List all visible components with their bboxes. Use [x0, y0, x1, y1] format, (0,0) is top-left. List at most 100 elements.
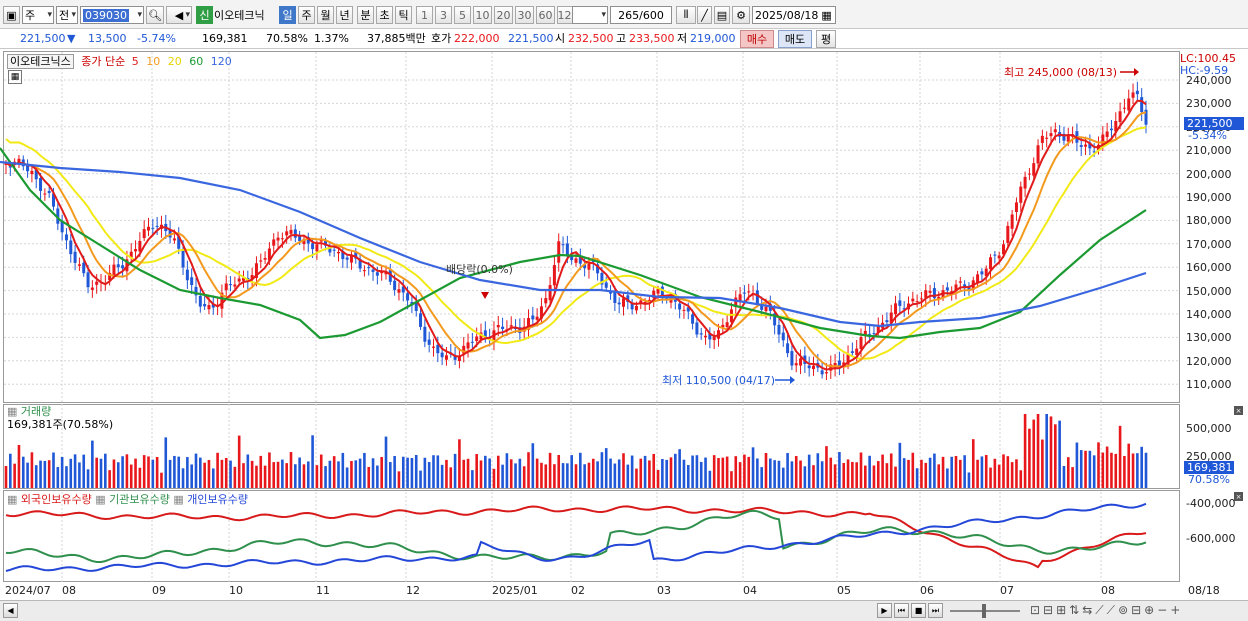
candle-body: [440, 352, 444, 358]
candle-icon[interactable]: ⫴: [676, 6, 696, 24]
eval-button[interactable]: 평: [816, 30, 836, 48]
candle-body: [393, 280, 397, 290]
volume-bar: [207, 459, 211, 488]
candle-body: [725, 322, 729, 328]
volume-bar: [725, 456, 729, 488]
prev-select[interactable]: 전: [56, 6, 78, 24]
volume-bar: [30, 452, 34, 488]
candle-body: [73, 251, 77, 263]
candle-body: [479, 332, 483, 340]
candle-body: [622, 298, 625, 307]
sell-button[interactable]: 매도: [778, 30, 812, 48]
candle-body: [436, 344, 440, 354]
volume-bar: [622, 453, 625, 488]
holdings-close-icon[interactable]: ×: [1234, 492, 1243, 501]
gear-icon[interactable]: ⚙: [732, 6, 750, 24]
period-min-button[interactable]: 분: [357, 6, 374, 24]
drawing-tools-icon[interactable]: ⊡⊟⊞⇅⇆⟋⟋⊚⊟⊕−+: [1030, 603, 1184, 617]
candle-body: [928, 290, 932, 293]
candle-body: [315, 244, 319, 252]
candle-body: [401, 286, 405, 293]
volume-bar: [39, 460, 42, 488]
search-icon[interactable]: 🔍︎: [146, 6, 164, 24]
volume-bar: [129, 464, 133, 488]
type-select[interactable]: 주: [22, 6, 54, 24]
candle-body: [181, 248, 185, 268]
date-input[interactable]: 2025/08/18 ▦: [752, 6, 836, 24]
interval-button-1[interactable]: 1: [416, 6, 433, 24]
candle-body: [958, 281, 962, 283]
period-sec-button[interactable]: 초: [376, 6, 393, 24]
count-display[interactable]: 265/600: [610, 6, 672, 24]
interval-button-5[interactable]: 5: [454, 6, 471, 24]
scroll-left-icon[interactable]: ◀: [3, 603, 18, 618]
interval-button-20[interactable]: 20: [494, 6, 513, 24]
volume-bar: [812, 465, 815, 488]
candle-body: [919, 298, 923, 300]
period-tick-button[interactable]: 틱: [395, 6, 412, 24]
volume-bar: [946, 468, 949, 488]
candle-body: [43, 193, 47, 195]
interval-button-30[interactable]: 30: [515, 6, 534, 24]
save-icon[interactable]: ▤: [714, 6, 730, 24]
period-day-button[interactable]: 일: [279, 6, 296, 24]
chart-scrollbar[interactable]: ◀ ▶ ⏮ ■ ⏭ ⊡⊟⊞⇅⇆⟋⟋⊚⊟⊕−+: [0, 600, 1248, 621]
candle-body: [432, 346, 435, 348]
grid-toggle-icon[interactable]: ▦: [8, 70, 22, 84]
custom-interval-select[interactable]: [572, 6, 608, 24]
interval-button-10[interactable]: 10: [473, 6, 492, 24]
volume-bar: [781, 467, 785, 488]
candle-body: [989, 257, 993, 270]
volume-bar: [872, 465, 876, 488]
volume-bar: [337, 461, 340, 488]
volume-bar: [1010, 462, 1014, 488]
volume-bar: [894, 466, 897, 488]
speaker-icon[interactable]: ◀: [166, 6, 192, 24]
interval-button-3[interactable]: 3: [435, 6, 452, 24]
candle-body: [211, 303, 215, 308]
candle-body: [375, 272, 379, 276]
candle-body: [565, 243, 569, 257]
candle-body: [406, 293, 410, 301]
ma120-legend: 120: [210, 55, 232, 68]
candle-body: [760, 304, 764, 310]
x-axis-label: 09: [152, 584, 166, 597]
buy-button[interactable]: 매수: [740, 30, 774, 48]
scroll-right-icon[interactable]: ▶: [877, 603, 892, 618]
volume-bar: [846, 459, 850, 488]
volume-bar: [1136, 453, 1139, 488]
volume-bar: [799, 460, 802, 488]
volume-bar: [401, 456, 405, 488]
candle-body: [820, 370, 824, 375]
volume-bar: [121, 456, 124, 488]
candle-body: [630, 303, 634, 310]
code-input[interactable]: 039030: [80, 6, 144, 24]
volume-current-tag: 169,381: [1184, 461, 1234, 474]
volume-bar: [1071, 467, 1074, 488]
window-icon[interactable]: ▣: [3, 6, 20, 24]
volume-bar: [99, 458, 103, 488]
period-year-button[interactable]: 년: [336, 6, 353, 24]
volume-close-icon[interactable]: ×: [1234, 406, 1243, 415]
stop-icon[interactable]: ■: [911, 603, 926, 618]
stock-legend-name[interactable]: 이오테크닉스: [7, 54, 74, 69]
zoom-slider-handle[interactable]: [982, 604, 986, 618]
volume-bar: [708, 470, 712, 488]
candle-body: [86, 272, 90, 288]
interval-button-60[interactable]: 60: [536, 6, 555, 24]
candle-body: [168, 229, 172, 238]
period-week-button[interactable]: 주: [298, 6, 315, 24]
volume-bar: [354, 460, 358, 488]
candle-body: [578, 255, 582, 264]
calendar-icon[interactable]: ▦: [821, 8, 832, 22]
candle-body: [457, 356, 461, 361]
scroll-start-icon[interactable]: ⏮: [894, 603, 909, 618]
count-value: 265: [618, 8, 640, 22]
candle-body: [626, 295, 630, 302]
draw-icon[interactable]: ╱: [697, 6, 712, 24]
volume-bar: [1032, 419, 1036, 488]
period-month-button[interactable]: 월: [317, 6, 334, 24]
scroll-end-icon[interactable]: ⏭: [928, 603, 943, 618]
candle-body: [453, 355, 457, 360]
